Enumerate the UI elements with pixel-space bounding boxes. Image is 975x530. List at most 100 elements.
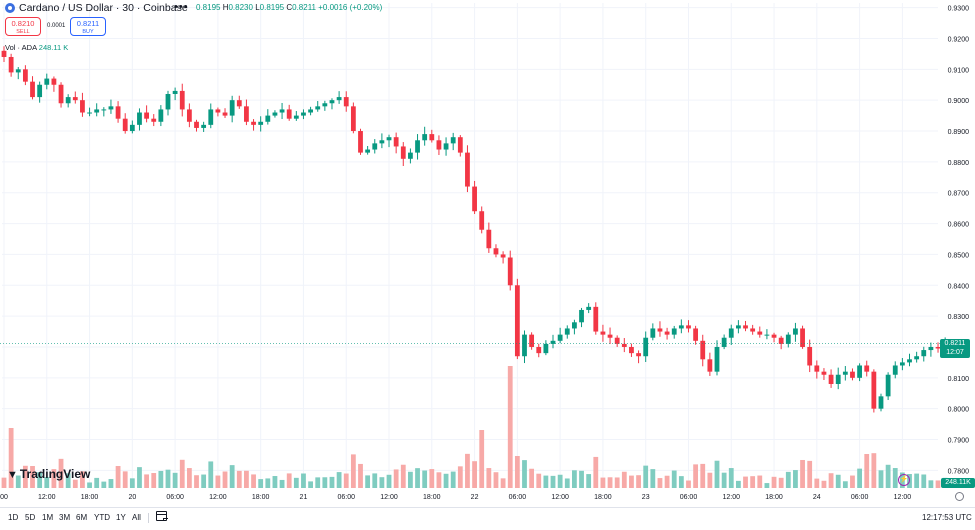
candle-body <box>793 328 798 335</box>
candle-body <box>30 81 35 98</box>
buy-button[interactable]: 0.8211 BUY <box>70 17 106 36</box>
candle-body <box>372 143 378 150</box>
volume-bar <box>372 473 378 488</box>
candle-body <box>486 229 492 249</box>
volume-bar <box>607 477 613 488</box>
volume-bar <box>415 468 420 488</box>
change-value: +0.0016 (+0.20%) <box>318 3 383 12</box>
volume-bar <box>735 480 741 488</box>
volume-value: 248.11 K <box>38 43 69 52</box>
volume-bar <box>158 470 164 488</box>
candle-body <box>279 109 285 113</box>
candle-body <box>614 337 620 344</box>
candle-body <box>8 56 14 73</box>
sell-button[interactable]: 0.8210 SELL <box>5 17 41 36</box>
more-dots-icon[interactable]: ••• <box>174 1 189 13</box>
time-tick-label: 24 <box>813 494 821 501</box>
utc-clock[interactable]: 12:17:53 UTC <box>922 513 972 522</box>
candle-body <box>750 328 756 332</box>
candle-body <box>835 374 841 384</box>
candle-body <box>514 285 520 357</box>
price-tick-label: 0.8900 <box>948 129 970 136</box>
candle-body <box>735 325 741 329</box>
candle-body <box>714 346 720 372</box>
candle-body <box>500 254 506 258</box>
volume-bar <box>258 479 264 488</box>
price-tick-label: 0.7800 <box>948 468 970 475</box>
volume-bar <box>700 463 706 488</box>
time-tick-label: 18:00 <box>765 494 783 501</box>
buy-label: BUY <box>82 29 94 35</box>
candle-body <box>828 374 834 384</box>
candle-body <box>579 309 584 323</box>
volume-bar <box>850 475 855 488</box>
symbol-title[interactable]: Cardano / US Dollar · 30 · Coinbase <box>19 2 188 14</box>
range-1m[interactable]: 1M <box>42 513 54 522</box>
time-tick-label: 06:00 <box>337 494 355 501</box>
logo-text: TradingView <box>19 467 91 481</box>
candle-body <box>44 78 50 85</box>
candle-body <box>621 343 627 347</box>
candle-body <box>586 306 592 310</box>
cardano-logo-icon <box>5 3 15 13</box>
candle-body <box>771 334 777 338</box>
range-all[interactable]: All <box>132 513 141 522</box>
volume-bar <box>892 468 898 488</box>
candle-body <box>15 69 21 73</box>
price-axis[interactable]: 0.9300 0.9200 0.9100 0.9000 0.8900 0.8800 0.87… <box>948 6 970 476</box>
candle-body <box>899 362 905 366</box>
volume-legend[interactable]: Vol · ADA 248.11 K <box>5 43 68 52</box>
candle-body <box>244 106 249 122</box>
close-label: C <box>286 3 293 12</box>
volume-bar <box>522 460 527 488</box>
volume-bar <box>500 478 506 488</box>
candle-body <box>350 106 356 132</box>
candle-body <box>80 100 85 113</box>
range-1y[interactable]: 1Y <box>116 513 126 522</box>
time-tick-label: 06:00 <box>509 494 527 501</box>
range-ytd[interactable]: YTD <box>94 513 110 522</box>
volume-bar <box>80 471 85 488</box>
volume-bar <box>129 478 135 488</box>
candle-body <box>493 248 499 255</box>
tradingview-logo[interactable]: ▼ TradingView <box>7 467 90 481</box>
candle-body <box>842 371 848 375</box>
time-tick-label: 18:00 <box>252 494 270 501</box>
volume-bar <box>379 477 385 488</box>
time-tick-label: 12:00 <box>722 494 740 501</box>
volume-bar <box>422 470 428 488</box>
settings-gear-icon[interactable] <box>955 492 964 501</box>
candle-body <box>22 69 28 82</box>
calendar-range-icon[interactable] <box>156 511 168 521</box>
range-6m[interactable]: 6M <box>76 513 88 522</box>
volume-bar <box>251 474 256 488</box>
volume-bar <box>122 471 128 488</box>
volume-bar <box>144 474 149 488</box>
candle-body <box>550 340 556 344</box>
volume-bar <box>386 474 392 488</box>
volume-bar <box>885 464 891 488</box>
range-1d[interactable]: 1D <box>8 513 19 522</box>
volume-bar <box>336 472 342 488</box>
volume-bar <box>600 477 606 488</box>
replay-icon[interactable]: ⚡ <box>898 474 910 486</box>
volume-bar <box>172 472 178 488</box>
volume-bar <box>614 477 620 488</box>
candle-body <box>322 103 328 107</box>
candle-body <box>536 346 542 354</box>
candle-body <box>51 78 57 85</box>
candlestick-chart[interactable]: 0.9300 0.9200 0.9100 0.9000 0.8900 0.8800 0.87… <box>0 0 975 507</box>
time-axis[interactable]: 00 12:00 18:00 20 06:00 12:00 18:00 21 06:00 12:0… <box>0 494 911 501</box>
candle-body <box>400 146 406 159</box>
candle-body <box>707 359 713 372</box>
last-price-tag: 0.8211 12:07 <box>940 339 970 358</box>
volume-bar <box>151 473 157 488</box>
range-5d[interactable]: 5D <box>25 513 36 522</box>
candle-body <box>465 152 470 187</box>
candle-body <box>208 109 214 125</box>
range-3m[interactable]: 3M <box>59 513 71 522</box>
volume-bar <box>878 470 884 488</box>
candle-body <box>358 131 363 153</box>
low-label: L <box>255 3 260 12</box>
price-tick-label: 0.9100 <box>948 67 970 74</box>
